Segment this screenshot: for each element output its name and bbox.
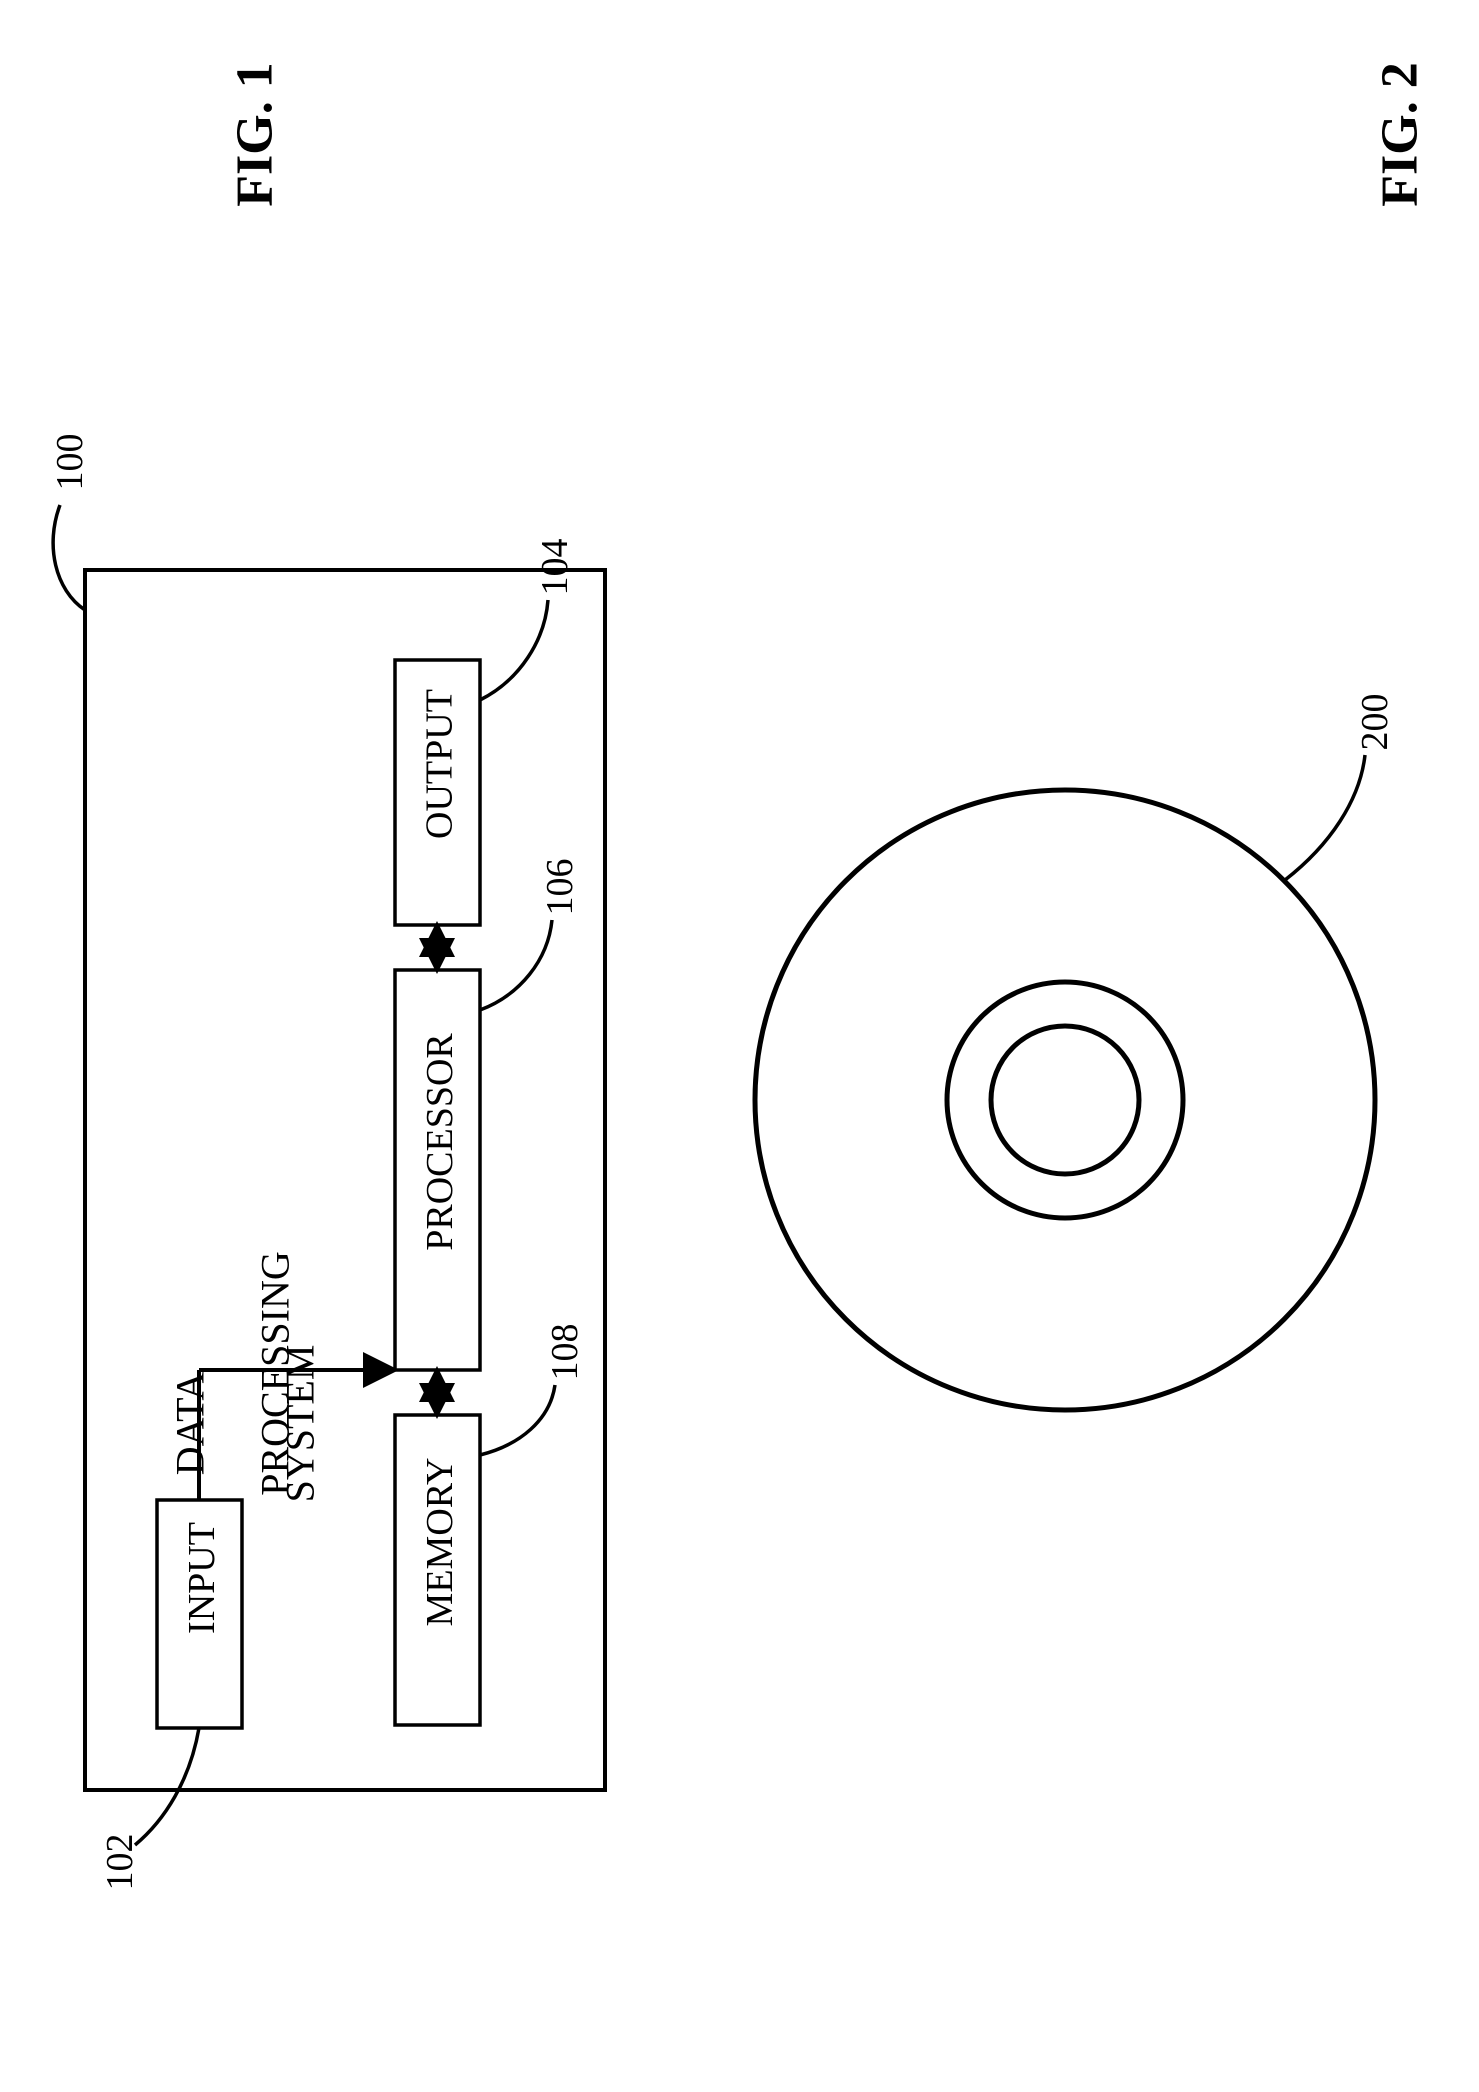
system-title-line3: SYSTEM bbox=[277, 1294, 324, 1554]
system-box bbox=[85, 570, 605, 1790]
ref-104: 104 bbox=[533, 507, 577, 627]
ref-108: 108 bbox=[543, 1292, 587, 1412]
fig1-caption: FIG. 1 bbox=[226, 5, 285, 265]
processor-label: PROCESSOR bbox=[418, 942, 462, 1342]
figure-canvas: DATA PROCESSING SYSTEM INPUT PROCESSOR O… bbox=[0, 0, 1479, 2087]
memory-label: MEMORY bbox=[418, 1387, 462, 1697]
output-label: OUTPUT bbox=[418, 632, 462, 897]
ref-106: 106 bbox=[538, 827, 582, 947]
diagram-svg bbox=[0, 0, 1479, 2087]
fig2-disc bbox=[755, 790, 1375, 1410]
ref-100: 100 bbox=[48, 402, 92, 522]
ref-102: 102 bbox=[98, 1802, 142, 1922]
ref-200: 200 bbox=[1353, 662, 1397, 782]
fig2-caption: FIG. 2 bbox=[1371, 5, 1430, 265]
input-label: INPUT bbox=[180, 1464, 224, 1692]
